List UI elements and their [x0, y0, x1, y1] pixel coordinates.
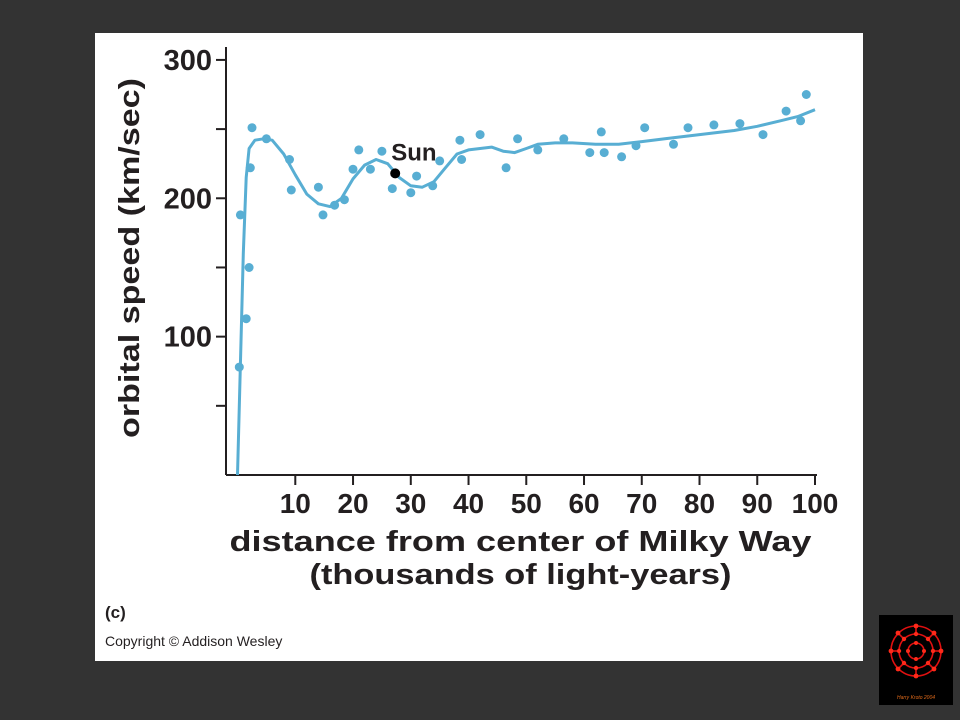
- data-point: [455, 135, 465, 145]
- data-point: [585, 148, 595, 158]
- x-tick-label: 80: [684, 488, 715, 519]
- data-point: [758, 130, 768, 140]
- data-point: [241, 314, 251, 324]
- data-point: [234, 362, 244, 372]
- data-point: [683, 123, 693, 133]
- data-point: [457, 155, 467, 164]
- panel-label: (c): [105, 603, 126, 622]
- data-point: [735, 119, 745, 129]
- x-tick-label: 70: [626, 488, 657, 519]
- logo-caption: Harry Kroto 2004: [896, 695, 936, 701]
- data-point: [475, 130, 485, 140]
- data-point: [412, 171, 422, 181]
- buckyball-icon: [888, 623, 944, 679]
- sun-marker: [390, 168, 401, 179]
- x-tick-label: 40: [453, 488, 484, 519]
- data-point: [330, 200, 340, 210]
- data-point: [387, 184, 397, 194]
- data-point: [261, 134, 271, 144]
- data-point: [513, 134, 523, 144]
- data-point: [313, 182, 323, 192]
- data-point: [348, 164, 358, 174]
- data-point: [247, 123, 257, 133]
- copyright-notice: Copyright © Addison Wesley: [105, 633, 283, 649]
- x-tick-label: 10: [280, 488, 311, 519]
- data-point: [781, 106, 791, 116]
- data-point: [640, 123, 650, 133]
- data-point: [318, 210, 328, 220]
- data-point: [533, 145, 543, 155]
- data-point: [559, 134, 569, 144]
- data-point: [354, 145, 364, 155]
- data-point: [599, 148, 609, 158]
- data-point: [339, 195, 349, 205]
- data-point: [801, 90, 811, 99]
- data-point: [235, 210, 245, 220]
- sun-label: Sun: [391, 139, 436, 166]
- rotation-curve-chart: 100 200 300 10 20 30 40 50 60 70 80 90 100 distance f…: [114, 45, 839, 591]
- data-point: [435, 156, 445, 166]
- data-point: [796, 116, 806, 126]
- data-point: [377, 146, 387, 156]
- x-tick-label: 30: [395, 488, 426, 519]
- x-axis-label-line2: (thousands of light-years): [310, 559, 732, 591]
- data-point: [286, 185, 296, 195]
- data-point: [244, 263, 254, 272]
- x-tick-label: 50: [511, 488, 542, 519]
- data-point: [631, 141, 641, 151]
- data-point: [245, 163, 255, 173]
- x-tick-label: 100: [792, 488, 839, 519]
- data-point: [617, 152, 627, 162]
- y-axis-label: orbital speed (km/sec): [114, 78, 146, 438]
- data-point: [365, 164, 375, 174]
- data-point: [669, 139, 678, 149]
- y-tick-label: 200: [164, 183, 212, 215]
- data-point: [596, 127, 606, 137]
- buckyball-logo: Harry Kroto 2004: [879, 615, 953, 705]
- figure-panel: 100 200 300 10 20 30 40 50 60 70 80 90 100 distance f…: [95, 33, 863, 661]
- data-point: [428, 181, 438, 191]
- data-point: [285, 155, 294, 164]
- x-axis-label: distance from center of Milky Way: [230, 526, 812, 558]
- x-tick-label: 60: [568, 488, 599, 519]
- x-tick-label: 20: [337, 488, 368, 519]
- y-tick-label: 100: [164, 322, 212, 354]
- data-point: [709, 120, 719, 130]
- y-tick-label: 300: [164, 45, 212, 77]
- data-point: [406, 188, 416, 198]
- rotation-curve-line: [236, 108, 816, 476]
- data-point: [501, 163, 511, 173]
- x-tick-label: 90: [742, 488, 773, 519]
